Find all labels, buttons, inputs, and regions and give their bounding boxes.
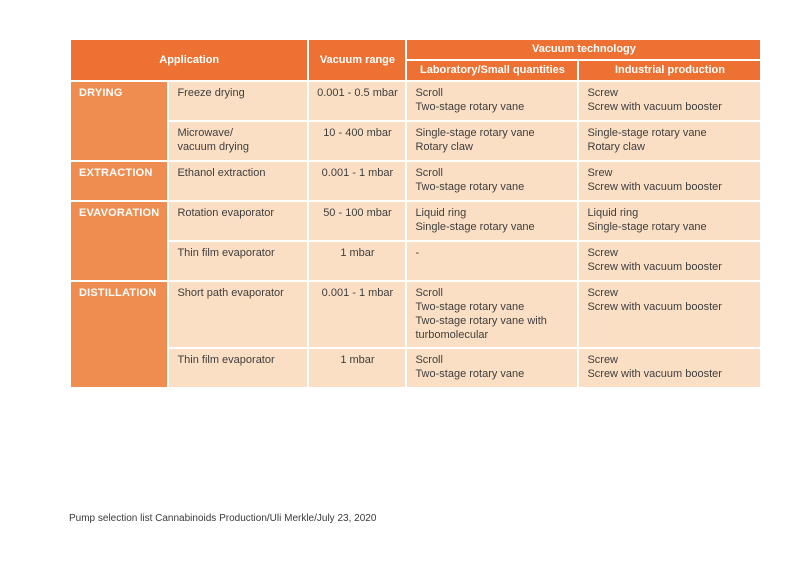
industrial-cell: Screw Screw with vacuum booster <box>579 282 761 347</box>
laboratory-cell: Scroll Two-stage rotary vane Two-stage r… <box>407 282 578 347</box>
laboratory-cell: Scroll Two-stage rotary vane <box>407 82 578 120</box>
header-industrial: Industrial production <box>579 61 761 80</box>
category-cell-drying: DRYING <box>71 82 168 160</box>
industrial-cell: Liquid ring Single-stage rotary vane <box>579 202 761 240</box>
application-cell: Short path evaporator <box>169 282 308 347</box>
application-cell: Ethanol extraction <box>169 162 308 200</box>
header-vacuum-technology: Vacuum technology <box>407 40 761 59</box>
industrial-cell: Srew Screw with vacuum booster <box>579 162 761 200</box>
laboratory-cell: Liquid ring Single-stage rotary vane <box>407 202 578 240</box>
vacuum-range-cell: 50 - 100 mbar <box>309 202 406 240</box>
laboratory-cell: Single-stage rotary vane Rotary claw <box>407 122 578 160</box>
vacuum-range-cell: 0.001 - 1 mbar <box>309 162 406 200</box>
vacuum-range-cell: 1 mbar <box>309 349 406 387</box>
header-application: Application <box>71 40 308 80</box>
table-row: Thin film evaporator 1 mbar Scroll Two-s… <box>71 349 761 387</box>
footer-caption: Pump selection list Cannabinoids Product… <box>69 513 377 524</box>
table-row: DRYING Freeze drying 0.001 - 0.5 mbar Sc… <box>71 82 761 160</box>
pump-selection-table: Application Vacuum range Vacuum technolo… <box>69 38 762 389</box>
header-row-2: Laboratory/Small quantities Industrial p… <box>71 61 761 80</box>
table-row: EXTRACTION Ethanol extraction 0.001 - 1 … <box>71 162 761 200</box>
application-cell: Thin film evaporator <box>169 242 308 280</box>
category-cell-extraction: EXTRACTION <box>71 162 168 200</box>
application-cell: Microwave/ vacuum drying <box>169 122 308 160</box>
vacuum-range-cell: 1 mbar <box>309 242 406 280</box>
laboratory-cell: - <box>407 242 578 280</box>
industrial-cell: Screw Screw with vacuum booster <box>579 349 761 387</box>
header-laboratory: Laboratory/Small quantities <box>407 61 578 80</box>
header-vacuum-range: Vacuum range <box>309 40 406 80</box>
vacuum-range-cell: 0.001 - 0.5 mbar <box>309 82 406 120</box>
table-row: Thin film evaporator 1 mbar - Screw Scre… <box>71 242 761 280</box>
laboratory-cell: Scroll Two-stage rotary vane <box>407 349 578 387</box>
vacuum-range-cell: 10 - 400 mbar <box>309 122 406 160</box>
table-row: Microwave/ vacuum drying 10 - 400 mbar S… <box>71 122 761 160</box>
table-row: EVAVORATION Rotation evaporator 50 - 100… <box>71 202 761 280</box>
laboratory-cell: Scroll Two-stage rotary vane <box>407 162 578 200</box>
industrial-cell: Screw Screw with vacuum booster <box>579 242 761 280</box>
application-cell: Rotation evaporator <box>169 202 308 240</box>
industrial-cell: Single-stage rotary vane Rotary claw <box>579 122 761 160</box>
application-cell: Thin film evaporator <box>169 349 308 387</box>
header-row-1: Application Vacuum range Vacuum technolo… <box>71 40 761 80</box>
vacuum-range-cell: 0.001 - 1 mbar <box>309 282 406 347</box>
category-cell-evavoration: EVAVORATION <box>71 202 168 280</box>
industrial-cell: Screw Screw with vacuum booster <box>579 82 761 120</box>
table-row: DISTILLATION Short path evaporator 0.001… <box>71 282 761 387</box>
category-cell-distillation: DISTILLATION <box>71 282 168 387</box>
application-cell: Freeze drying <box>169 82 308 120</box>
